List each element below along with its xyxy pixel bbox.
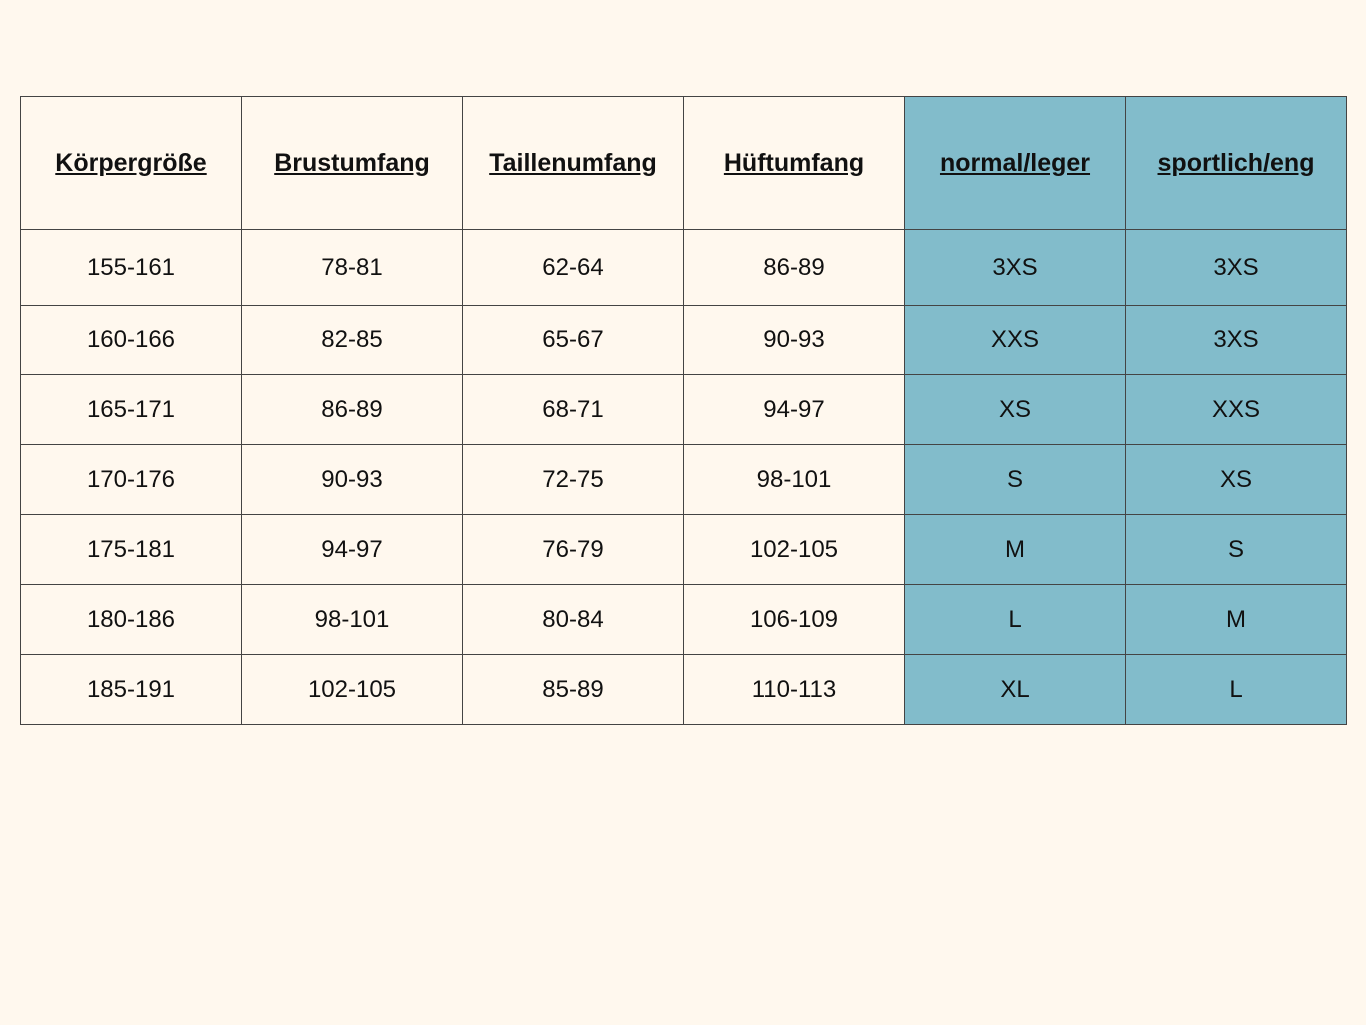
cell-sport-size: L — [1125, 654, 1347, 725]
cell-chest: 98-101 — [241, 584, 463, 655]
table-row: 165-171 86-89 68-71 94-97 XS XXS — [20, 374, 1347, 445]
cell-normal-size: L — [904, 584, 1126, 655]
cell-sport-size: M — [1125, 584, 1347, 655]
cell-waist: 80-84 — [462, 584, 684, 655]
cell-normal-size: XS — [904, 374, 1126, 445]
cell-chest: 102-105 — [241, 654, 463, 725]
cell-body-height: 175-181 — [20, 514, 242, 585]
cell-body-height: 180-186 — [20, 584, 242, 655]
header-waist: Taillenumfang — [462, 96, 684, 230]
table-row: 155-161 78-81 62-64 86-89 3XS 3XS — [20, 229, 1347, 306]
table-row: 170-176 90-93 72-75 98-101 S XS — [20, 444, 1347, 515]
cell-normal-size: 3XS — [904, 229, 1126, 306]
table-row: 185-191 102-105 85-89 110-113 XL L — [20, 654, 1347, 725]
cell-chest: 78-81 — [241, 229, 463, 306]
size-chart-table: Körpergröße Brustumfang Taillenumfang Hü… — [20, 96, 1347, 725]
header-hip: Hüftumfang — [683, 96, 905, 230]
cell-sport-size: S — [1125, 514, 1347, 585]
cell-waist: 72-75 — [462, 444, 684, 515]
header-sport-fit: sportlich/eng — [1125, 96, 1347, 230]
cell-waist: 62-64 — [462, 229, 684, 306]
table-row: 180-186 98-101 80-84 106-109 L M — [20, 584, 1347, 655]
cell-body-height: 170-176 — [20, 444, 242, 515]
table-row: 175-181 94-97 76-79 102-105 M S — [20, 514, 1347, 585]
cell-waist: 68-71 — [462, 374, 684, 445]
header-row: Körpergröße Brustumfang Taillenumfang Hü… — [20, 96, 1347, 230]
cell-hip: 102-105 — [683, 514, 905, 585]
cell-normal-size: XL — [904, 654, 1126, 725]
cell-body-height: 160-166 — [20, 305, 242, 375]
cell-waist: 76-79 — [462, 514, 684, 585]
cell-normal-size: M — [904, 514, 1126, 585]
cell-chest: 90-93 — [241, 444, 463, 515]
cell-chest: 82-85 — [241, 305, 463, 375]
cell-normal-size: XXS — [904, 305, 1126, 375]
header-chest: Brustumfang — [241, 96, 463, 230]
cell-hip: 106-109 — [683, 584, 905, 655]
cell-hip: 94-97 — [683, 374, 905, 445]
cell-waist: 85-89 — [462, 654, 684, 725]
cell-hip: 86-89 — [683, 229, 905, 306]
cell-body-height: 185-191 — [20, 654, 242, 725]
cell-sport-size: XXS — [1125, 374, 1347, 445]
header-body-height: Körpergröße — [20, 96, 242, 230]
cell-sport-size: 3XS — [1125, 229, 1347, 306]
header-normal-fit: normal/leger — [904, 96, 1126, 230]
cell-body-height: 165-171 — [20, 374, 242, 445]
cell-sport-size: 3XS — [1125, 305, 1347, 375]
cell-chest: 94-97 — [241, 514, 463, 585]
cell-hip: 90-93 — [683, 305, 905, 375]
cell-sport-size: XS — [1125, 444, 1347, 515]
cell-body-height: 155-161 — [20, 229, 242, 306]
table-row: 160-166 82-85 65-67 90-93 XXS 3XS — [20, 305, 1347, 375]
cell-normal-size: S — [904, 444, 1126, 515]
cell-hip: 110-113 — [683, 654, 905, 725]
cell-waist: 65-67 — [462, 305, 684, 375]
cell-hip: 98-101 — [683, 444, 905, 515]
cell-chest: 86-89 — [241, 374, 463, 445]
